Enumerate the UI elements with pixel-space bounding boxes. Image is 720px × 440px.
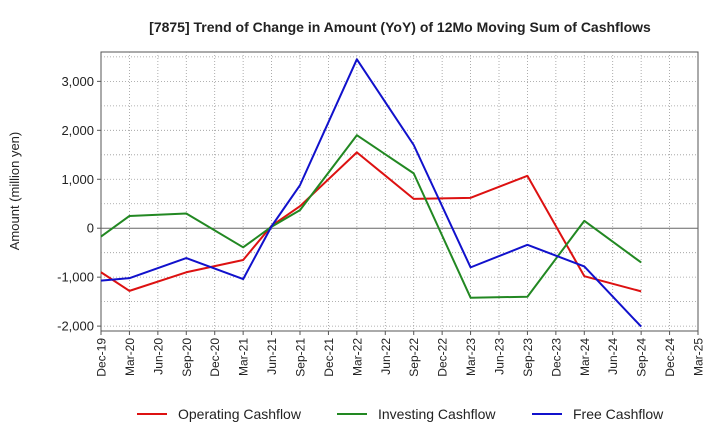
legend-label: Investing Cashflow <box>378 406 496 422</box>
series-line-operating-cashflow <box>100 151 642 293</box>
plot-area <box>100 51 699 332</box>
y-ticks-group: -2,000 -1,000 0 1,000 2,000 3,000 <box>57 74 101 334</box>
legend-label: Free Cashflow <box>573 406 664 422</box>
grid-group <box>101 52 698 331</box>
series-group <box>100 58 642 328</box>
y-tick-label: 0 <box>87 221 94 236</box>
legend: Operating Cashflow Investing Cashflow Free… <box>137 406 664 422</box>
x-tick-label: Mar-23 <box>464 338 478 376</box>
y-axis-label: Amount (million yen) <box>7 132 22 251</box>
x-tick-label: Jun-24 <box>606 338 620 375</box>
x-tick-label: Dec-24 <box>663 338 677 377</box>
x-tick-label: Sep-23 <box>521 338 535 377</box>
y-tick-label: -2,000 <box>57 319 94 334</box>
x-tick-label: Mar-25 <box>692 338 706 376</box>
x-tick-label: Sep-24 <box>635 338 649 377</box>
y-tick-label: -1,000 <box>57 270 94 285</box>
x-tick-label: Sep-22 <box>407 338 421 377</box>
x-tick-label: Jun-22 <box>379 338 393 375</box>
x-tick-label: Jun-20 <box>151 338 165 375</box>
x-tick-label: Sep-21 <box>294 338 308 377</box>
x-tick-label: Dec-19 <box>95 338 109 377</box>
x-tick-label: Mar-21 <box>237 338 251 376</box>
x-tick-label: Dec-22 <box>436 338 450 377</box>
x-tick-label: Mar-20 <box>123 338 137 376</box>
legend-label: Operating Cashflow <box>178 406 302 422</box>
chart-title: [7875] Trend of Change in Amount (YoY) o… <box>149 19 651 35</box>
x-tick-label: Mar-22 <box>350 338 364 376</box>
y-tick-label: 2,000 <box>61 123 94 138</box>
y-tick-label: 3,000 <box>61 74 94 89</box>
series-line-investing-cashflow <box>100 134 642 299</box>
x-tick-label: Sep-20 <box>180 338 194 377</box>
x-ticks-group: Dec-19 Mar-20 Jun-20 Sep-20 Dec-20 Mar-21 Jun-… <box>95 331 706 377</box>
x-tick-label: Jun-21 <box>265 338 279 375</box>
series-line-free-cashflow <box>100 58 642 328</box>
x-tick-label: Mar-24 <box>578 338 592 376</box>
x-tick-label: Dec-20 <box>208 338 222 377</box>
x-tick-label: Jun-23 <box>493 338 507 375</box>
y-tick-label: 1,000 <box>61 172 94 187</box>
x-tick-label: Dec-23 <box>549 338 563 377</box>
x-tick-label: Dec-21 <box>322 338 336 377</box>
